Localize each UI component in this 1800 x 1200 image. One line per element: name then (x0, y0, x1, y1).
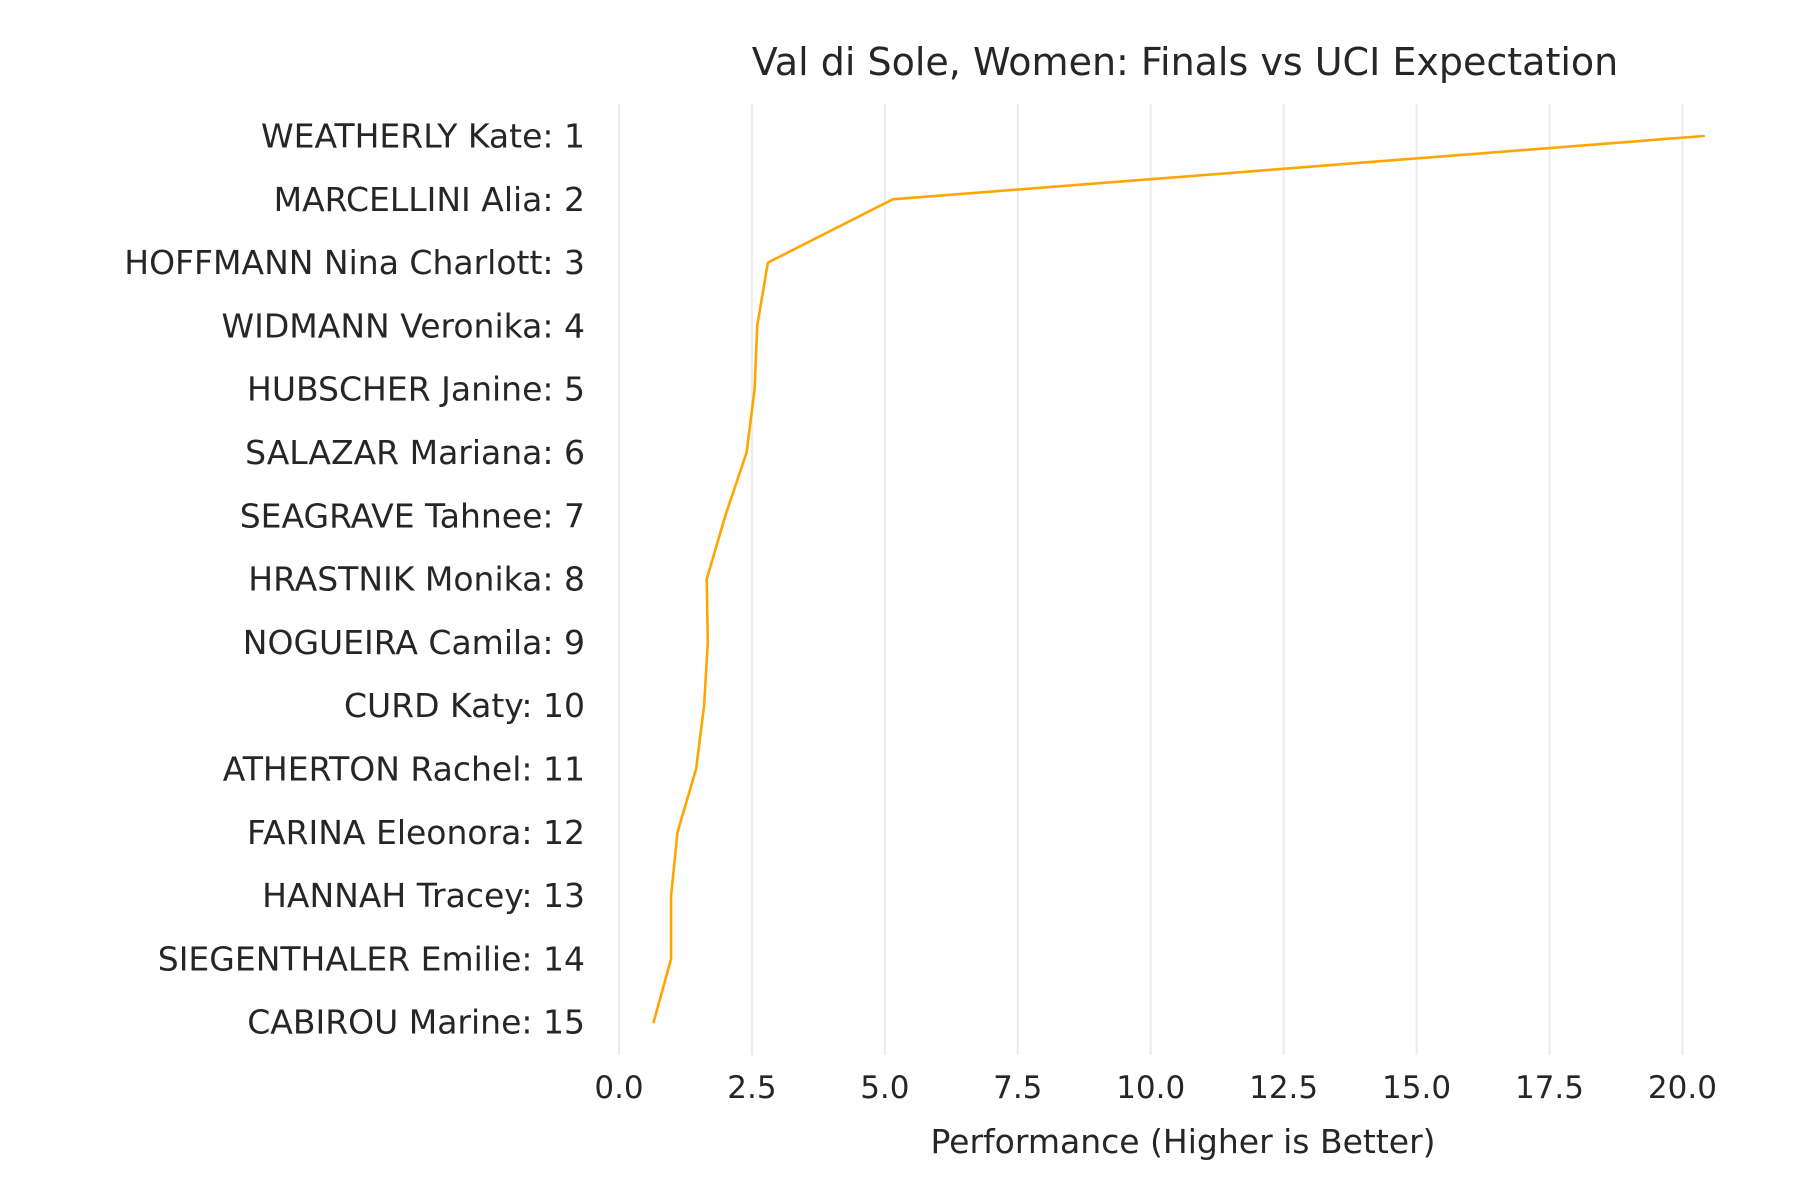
series-layer (652, 134, 1705, 1024)
x-tick-labels: 0.0 2.5 5.0 7.5 10.0 12.5 15.0 17.5 20.0 (594, 1070, 1717, 1106)
x-tick-label: 17.5 (1515, 1070, 1584, 1106)
grid (618, 104, 1684, 1055)
y-tick-label: FARINA Eleonora: 12 (247, 813, 585, 852)
y-tick-labels: WEATHERLY Kate: 1 MARCELLINI Alia: 2 HOFFM… (124, 117, 585, 1042)
x-tick-label: 5.0 (860, 1070, 909, 1106)
y-tick-label: MARCELLINI Alia: 2 (274, 180, 585, 219)
x-tick-label: 2.5 (727, 1070, 776, 1106)
y-tick-label: SEAGRAVE Tahnee: 7 (240, 496, 585, 535)
y-tick-label: HUBSCHER Janine: 5 (247, 370, 585, 409)
y-tick-label: HRASTNIK Monika: 8 (248, 560, 585, 599)
y-tick-label: WIDMANN Veronika: 4 (222, 306, 585, 345)
y-tick-label: SALAZAR Mariana: 6 (245, 433, 585, 472)
x-tick-label: 20.0 (1648, 1070, 1717, 1106)
series-line (652, 134, 1705, 1024)
x-axis-label: Performance (Higher is Better) (930, 1122, 1435, 1161)
y-tick-label: HANNAH Tracey: 13 (262, 876, 585, 915)
x-tick-label: 7.5 (993, 1070, 1042, 1106)
y-tick-label: HOFFMANN Nina Charlott: 3 (124, 243, 585, 282)
y-tick-label: SIEGENTHALER Emilie: 14 (158, 939, 585, 978)
y-tick-label: NOGUEIRA Camila: 9 (243, 623, 585, 662)
x-tick-label: 12.5 (1249, 1070, 1318, 1106)
y-tick-label: CURD Katy: 10 (344, 686, 585, 725)
chart-title: Val di Sole, Women: Finals vs UCI Expect… (752, 40, 1618, 84)
x-tick-label: 0.0 (594, 1070, 643, 1106)
y-tick-label: WEATHERLY Kate: 1 (261, 117, 585, 156)
x-tick-label: 10.0 (1116, 1070, 1185, 1106)
y-tick-label: ATHERTON Rachel: 11 (223, 750, 585, 789)
y-tick-label: CABIROU Marine: 15 (247, 1003, 585, 1042)
x-tick-label: 15.0 (1382, 1070, 1451, 1106)
